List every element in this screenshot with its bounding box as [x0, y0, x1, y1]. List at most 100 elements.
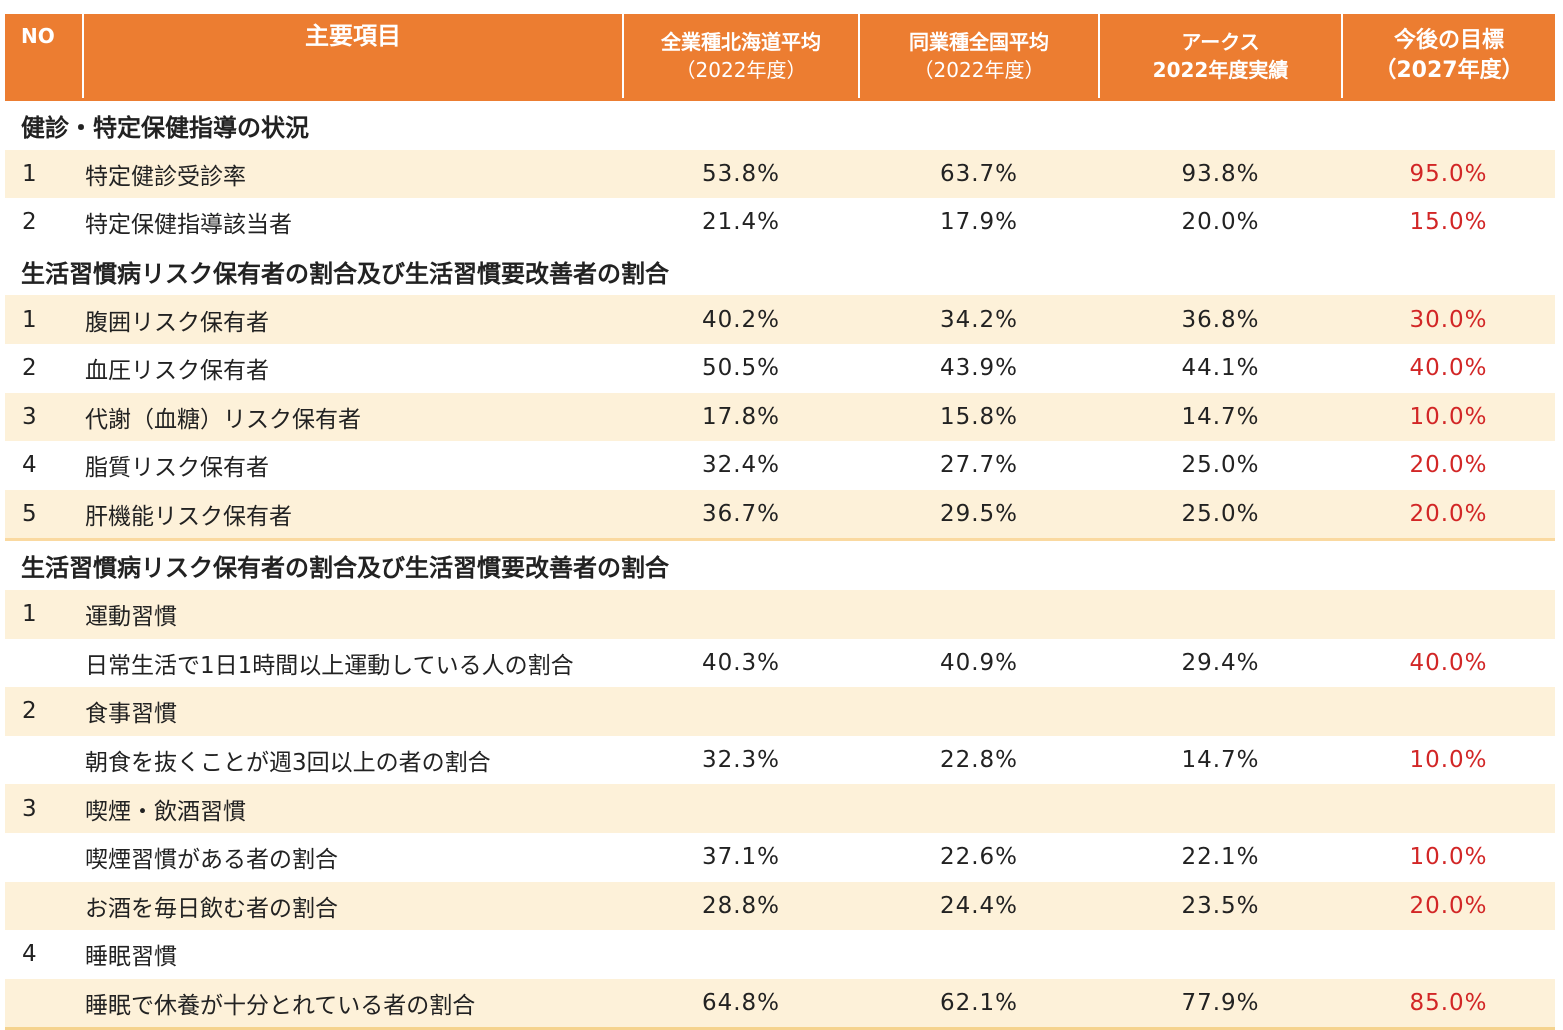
goal-value: 20.0%: [1342, 441, 1555, 490]
row-no: 3: [5, 392, 83, 442]
header-item: 主要項目: [83, 14, 624, 100]
goal-value: [1342, 687, 1555, 736]
national-value: [859, 687, 1099, 736]
row-item: 日常生活で1日1時間以上運動している人の割合: [83, 638, 623, 688]
goal-value: 10.0%: [1342, 735, 1555, 785]
hokkaido-value: 17.8%: [623, 392, 859, 442]
row-no: 4: [5, 441, 83, 490]
goal-value: 15.0%: [1342, 198, 1555, 247]
table-row: 喫煙習慣がある者の割合 37.1% 22.6% 22.1% 10.0%: [5, 832, 1555, 882]
national-value: 43.9%: [859, 343, 1099, 393]
section-title: 生活習慣病リスク保有者の割合及び生活習慣要改善者の割合: [5, 538, 1555, 590]
hokkaido-value: 32.3%: [623, 735, 859, 785]
national-value: 15.8%: [859, 392, 1099, 442]
hokkaido-value: 36.7%: [623, 489, 859, 540]
goal-value: 30.0%: [1342, 295, 1555, 344]
goal-value: 20.0%: [1342, 489, 1555, 540]
goal-value: 95.0%: [1342, 149, 1555, 199]
table-body: 健診・特定保健指導の状況 1 特定健診受診率 53.8% 63.7% 93.8%…: [5, 97, 1555, 1030]
table-header: NO 主要項目 全業種北海道平均 （2022年度） 同業種全国平均 （2022年…: [5, 14, 1555, 100]
arcs-value: 77.9%: [1099, 978, 1342, 1030]
arcs-value: 29.4%: [1099, 638, 1342, 688]
row-no: [5, 978, 83, 1030]
arcs-value: [1099, 930, 1342, 979]
arcs-value: 23.5%: [1099, 881, 1342, 931]
section-heading-row: 生活習慣病リスク保有者の割合及び生活習慣要改善者の割合: [5, 246, 1555, 296]
table-row: 1 特定健診受診率 53.8% 63.7% 93.8% 95.0%: [5, 149, 1555, 199]
header-hokkaido-line1: 全業種北海道平均: [661, 30, 821, 54]
national-value: [859, 589, 1099, 639]
table-row: 3 代謝（血糖）リスク保有者 17.8% 15.8% 14.7% 10.0%: [5, 392, 1555, 442]
row-item: 睡眠で休養が十分とれている者の割合: [83, 978, 623, 1030]
table-row: 2 食事習慣: [5, 687, 1555, 736]
arcs-value: 14.7%: [1099, 735, 1342, 785]
table-row: 5 肝機能リスク保有者 36.7% 29.5% 25.0% 20.0%: [5, 489, 1555, 540]
national-value: 29.5%: [859, 489, 1099, 540]
header-arcs-line2: 2022年度実績: [1152, 58, 1289, 82]
hokkaido-value: 40.3%: [623, 638, 859, 688]
table-row: 2 特定保健指導該当者 21.4% 17.9% 20.0% 15.0%: [5, 198, 1555, 247]
row-no: 2: [5, 687, 83, 736]
row-no: [5, 735, 83, 785]
table-row: 2 血圧リスク保有者 50.5% 43.9% 44.1% 40.0%: [5, 343, 1555, 393]
row-no: 2: [5, 343, 83, 393]
row-no: [5, 832, 83, 882]
national-value: 17.9%: [859, 198, 1099, 247]
goal-value: 10.0%: [1342, 832, 1555, 882]
row-no: [5, 881, 83, 931]
header-hokkaido-average: 全業種北海道平均 （2022年度）: [623, 14, 860, 100]
section-title: 健診・特定保健指導の状況: [5, 97, 1555, 150]
goal-value: 40.0%: [1342, 638, 1555, 688]
row-item: 特定健診受診率: [83, 149, 623, 199]
section-heading-row: 健診・特定保健指導の状況: [5, 97, 1555, 150]
hokkaido-value: 28.8%: [623, 881, 859, 931]
row-item: 喫煙・飲酒習慣: [83, 784, 623, 833]
header-national-line1: 同業種全国平均: [909, 30, 1049, 54]
arcs-value: 25.0%: [1099, 441, 1342, 490]
header-future-goal: 今後の目標 （2027年度）: [1342, 14, 1555, 100]
table-row: 1 腹囲リスク保有者 40.2% 34.2% 36.8% 30.0%: [5, 295, 1555, 344]
header-goal-line1: 今後の目標: [1393, 28, 1504, 53]
national-value: [859, 930, 1099, 979]
national-value: [859, 784, 1099, 833]
row-item: 睡眠習慣: [83, 930, 623, 979]
arcs-value: 14.7%: [1099, 392, 1342, 442]
national-value: 24.4%: [859, 881, 1099, 931]
health-targets-table: NO 主要項目 全業種北海道平均 （2022年度） 同業種全国平均 （2022年…: [5, 14, 1555, 1030]
goal-value: 10.0%: [1342, 392, 1555, 442]
arcs-value: [1099, 687, 1342, 736]
row-no: 1: [5, 589, 83, 639]
table-row: お酒を毎日飲む者の割合 28.8% 24.4% 23.5% 20.0%: [5, 881, 1555, 931]
arcs-value: 25.0%: [1099, 489, 1342, 540]
arcs-value: 93.8%: [1099, 149, 1342, 199]
hokkaido-value: 21.4%: [623, 198, 859, 247]
header-hokkaido-line2: （2022年度）: [675, 58, 807, 82]
header-row: NO 主要項目 全業種北海道平均 （2022年度） 同業種全国平均 （2022年…: [5, 14, 1555, 100]
table-row: 朝食を抜くことが週3回以上の者の割合 32.3% 22.8% 14.7% 10.…: [5, 735, 1555, 785]
row-item: 代謝（血糖）リスク保有者: [83, 392, 623, 442]
health-targets-table-container: NO 主要項目 全業種北海道平均 （2022年度） 同業種全国平均 （2022年…: [5, 14, 1555, 1030]
section-heading-row: 生活習慣病リスク保有者の割合及び生活習慣要改善者の割合: [5, 538, 1555, 590]
row-no: 2: [5, 198, 83, 247]
hokkaido-value: 37.1%: [623, 832, 859, 882]
table-row: 1 運動習慣: [5, 589, 1555, 639]
arcs-value: 36.8%: [1099, 295, 1342, 344]
national-value: 40.9%: [859, 638, 1099, 688]
header-no: NO: [5, 14, 84, 100]
header-national-line2: （2022年度）: [913, 58, 1045, 82]
goal-value: [1342, 784, 1555, 833]
table-row: 日常生活で1日1時間以上運動している人の割合 40.3% 40.9% 29.4%…: [5, 638, 1555, 688]
row-item: 運動習慣: [83, 589, 623, 639]
row-no: 3: [5, 784, 83, 833]
hokkaido-value: [623, 589, 859, 639]
header-national-average: 同業種全国平均 （2022年度）: [859, 14, 1100, 100]
goal-value: 40.0%: [1342, 343, 1555, 393]
row-item: 喫煙習慣がある者の割合: [83, 832, 623, 882]
header-arcs-results: アークス 2022年度実績: [1099, 14, 1343, 100]
row-no: 1: [5, 295, 83, 344]
row-item: 朝食を抜くことが週3回以上の者の割合: [83, 735, 623, 785]
header-goal-line2: （2027年度）: [1374, 58, 1524, 83]
hokkaido-value: [623, 930, 859, 979]
arcs-value: [1099, 589, 1342, 639]
hokkaido-value: 64.8%: [623, 978, 859, 1030]
